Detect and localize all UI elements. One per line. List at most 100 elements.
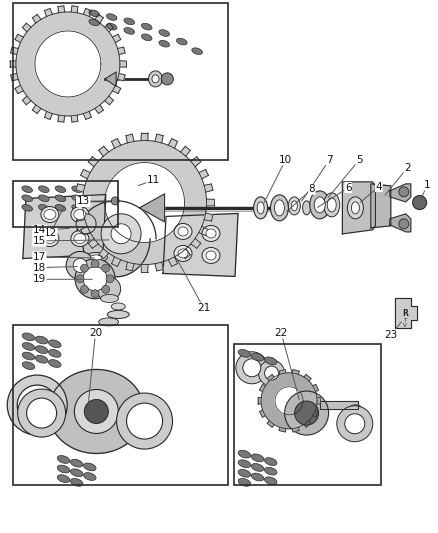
Polygon shape	[275, 387, 303, 415]
Ellipse shape	[178, 227, 188, 236]
Polygon shape	[261, 373, 317, 429]
Polygon shape	[105, 163, 184, 243]
Circle shape	[106, 274, 114, 283]
Circle shape	[111, 197, 119, 205]
Ellipse shape	[22, 362, 35, 369]
Text: 18: 18	[33, 263, 46, 272]
Circle shape	[76, 274, 84, 283]
Ellipse shape	[238, 450, 251, 458]
Ellipse shape	[238, 350, 251, 357]
Ellipse shape	[159, 30, 170, 36]
Ellipse shape	[238, 460, 251, 467]
Circle shape	[18, 389, 66, 437]
Ellipse shape	[106, 23, 117, 30]
Circle shape	[111, 224, 131, 244]
Ellipse shape	[303, 201, 311, 215]
Text: 5: 5	[356, 155, 363, 165]
Ellipse shape	[270, 195, 289, 221]
Circle shape	[91, 260, 99, 268]
Text: V: V	[403, 324, 407, 328]
Polygon shape	[22, 23, 31, 32]
Polygon shape	[99, 147, 109, 156]
Ellipse shape	[72, 195, 82, 201]
Ellipse shape	[159, 41, 170, 47]
Bar	[13, 3, 228, 160]
Circle shape	[413, 196, 427, 209]
Polygon shape	[117, 47, 125, 54]
Ellipse shape	[74, 209, 86, 220]
Circle shape	[97, 277, 120, 301]
Text: 19: 19	[33, 274, 46, 284]
Text: 17: 17	[33, 252, 46, 262]
Polygon shape	[292, 427, 299, 432]
Polygon shape	[117, 74, 125, 80]
Polygon shape	[155, 134, 163, 143]
Text: 13: 13	[77, 197, 90, 206]
Circle shape	[83, 266, 107, 291]
Circle shape	[101, 214, 141, 254]
Polygon shape	[81, 169, 90, 179]
Circle shape	[73, 259, 87, 272]
Text: 12: 12	[44, 229, 57, 238]
Polygon shape	[304, 374, 311, 381]
Text: 1: 1	[424, 180, 431, 190]
Polygon shape	[343, 182, 375, 234]
Ellipse shape	[177, 38, 187, 45]
Polygon shape	[140, 194, 165, 222]
Polygon shape	[11, 74, 18, 80]
Polygon shape	[191, 157, 201, 167]
Ellipse shape	[35, 336, 48, 344]
Polygon shape	[76, 201, 156, 277]
Ellipse shape	[71, 469, 83, 477]
Polygon shape	[292, 370, 299, 374]
Circle shape	[399, 219, 409, 229]
Ellipse shape	[327, 198, 336, 212]
Polygon shape	[395, 298, 417, 328]
Polygon shape	[390, 184, 411, 202]
Polygon shape	[191, 238, 201, 248]
Ellipse shape	[275, 200, 284, 216]
Ellipse shape	[55, 195, 66, 201]
Polygon shape	[267, 421, 274, 427]
Ellipse shape	[71, 479, 83, 486]
Ellipse shape	[314, 197, 325, 213]
Circle shape	[337, 406, 373, 442]
Polygon shape	[199, 169, 208, 179]
Ellipse shape	[90, 255, 102, 260]
Ellipse shape	[238, 470, 251, 477]
Ellipse shape	[71, 231, 89, 247]
Polygon shape	[32, 14, 41, 23]
Ellipse shape	[178, 249, 188, 258]
Ellipse shape	[106, 14, 117, 20]
Polygon shape	[317, 398, 320, 404]
Polygon shape	[313, 384, 318, 392]
Text: 11: 11	[147, 175, 160, 185]
Polygon shape	[141, 133, 148, 141]
Polygon shape	[83, 111, 91, 119]
Circle shape	[81, 285, 88, 293]
Text: 7: 7	[326, 155, 333, 165]
Ellipse shape	[22, 205, 32, 211]
Polygon shape	[48, 369, 145, 454]
Polygon shape	[11, 47, 18, 54]
Circle shape	[74, 390, 118, 433]
Ellipse shape	[351, 202, 360, 214]
Polygon shape	[112, 257, 121, 266]
Polygon shape	[199, 227, 208, 236]
Circle shape	[345, 414, 365, 434]
Polygon shape	[267, 374, 274, 381]
Polygon shape	[16, 12, 120, 116]
Bar	[13, 325, 228, 485]
Text: T: T	[403, 318, 406, 324]
Text: 21: 21	[197, 303, 210, 313]
Polygon shape	[204, 213, 213, 221]
Polygon shape	[206, 199, 214, 206]
Circle shape	[75, 259, 115, 299]
Ellipse shape	[84, 473, 96, 480]
Ellipse shape	[291, 201, 297, 211]
Circle shape	[399, 187, 409, 197]
Ellipse shape	[100, 294, 119, 303]
Ellipse shape	[22, 343, 35, 350]
Polygon shape	[75, 199, 83, 206]
Ellipse shape	[41, 206, 59, 222]
